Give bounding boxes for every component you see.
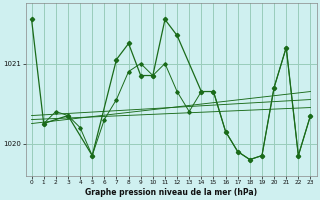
X-axis label: Graphe pression niveau de la mer (hPa): Graphe pression niveau de la mer (hPa)	[85, 188, 257, 197]
